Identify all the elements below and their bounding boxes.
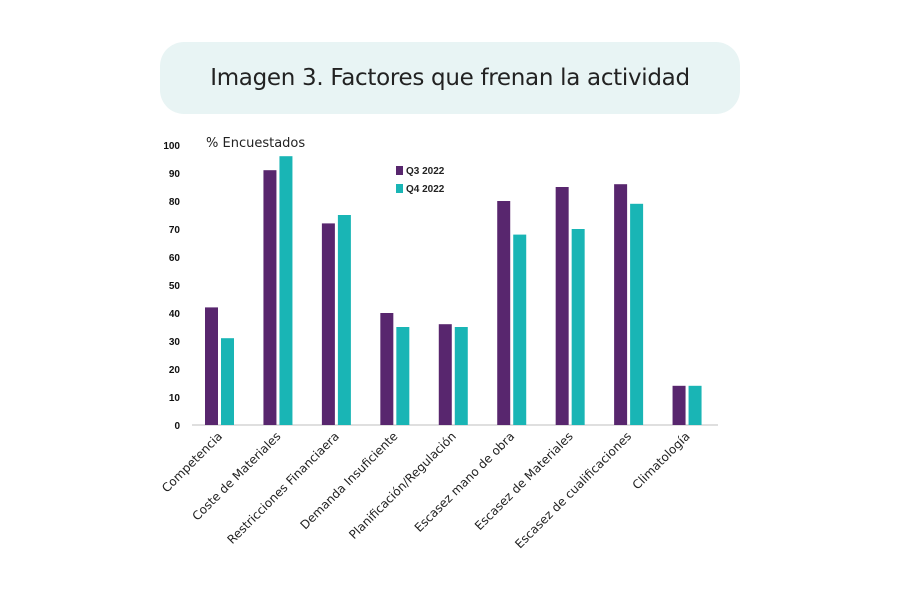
bar-q3 — [263, 170, 277, 425]
x-category-label: Competencia — [159, 429, 225, 495]
y-tick-label: 80 — [169, 197, 181, 208]
bar-q4 — [630, 203, 644, 425]
x-category-label: Escasez de Materiales — [472, 429, 576, 533]
y-tick-label: 60 — [169, 253, 181, 264]
bar-q4 — [571, 229, 585, 425]
y-axis-ticks: 0 10 20 30 40 50 60 70 80 90 100 — [163, 141, 180, 432]
bar-q3 — [672, 385, 686, 425]
bar-q4 — [513, 234, 527, 425]
x-category-label: Climatología — [630, 429, 693, 492]
bar-q4 — [221, 338, 234, 425]
x-category-label: Restricciones Financiaera — [224, 429, 342, 547]
legend-label: Q4 2022 — [406, 184, 445, 195]
bar-q4 — [688, 385, 702, 425]
legend: Q3 2022 Q4 2022 — [396, 166, 445, 195]
y-tick-label: 20 — [169, 365, 181, 376]
y-tick-label: 10 — [169, 393, 181, 404]
y-tick-label: 30 — [169, 337, 181, 348]
legend-swatch — [396, 184, 403, 193]
bars — [205, 156, 702, 425]
x-category-label: Demanda Insuficiente — [297, 429, 400, 532]
chart-title: Imagen 3. Factores que frenan la activid… — [210, 65, 690, 91]
x-category-label: Escasez de cualificaciones — [512, 429, 634, 551]
bar-q4 — [337, 215, 351, 425]
title-banner: Imagen 3. Factores que frenan la activid… — [160, 42, 740, 114]
legend-label: Q3 2022 — [406, 166, 445, 177]
y-tick-label: 70 — [169, 225, 181, 236]
bar-q4 — [396, 327, 410, 425]
bar-q3 — [205, 307, 218, 425]
bar-q3 — [555, 187, 569, 425]
bar-q3 — [380, 313, 394, 425]
x-category-label: Escasez mano de obra — [412, 429, 518, 535]
legend-swatch — [396, 166, 403, 175]
bar-q3 — [614, 184, 628, 425]
bar-q4 — [279, 156, 293, 425]
y-axis-label: % Encuestados — [206, 136, 305, 151]
y-tick-label: 40 — [169, 309, 181, 320]
y-tick-label: 90 — [169, 169, 181, 180]
y-tick-label: 0 — [174, 421, 180, 432]
y-tick-label: 50 — [169, 281, 181, 292]
y-tick-label: 100 — [163, 141, 180, 152]
x-category-label: Planificación/Regulación — [346, 429, 459, 542]
bar-q3 — [321, 223, 335, 425]
bar-q4 — [454, 327, 468, 425]
bar-q3 — [438, 324, 452, 425]
bar-q3 — [497, 201, 511, 425]
